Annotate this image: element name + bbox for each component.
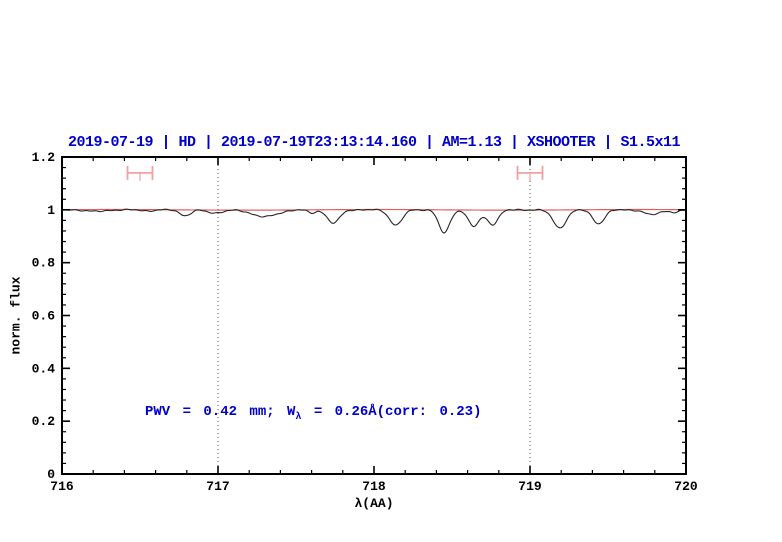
x-tick-label: 719 (518, 479, 542, 494)
y-tick-label: 0.6 (32, 309, 56, 324)
plot-title: 2019-07-19 | HD | 2019-07-19T23:13:14.16… (67, 134, 681, 151)
x-axis-label: λ(AA) (354, 496, 394, 511)
y-tick-label: 0.2 (32, 414, 56, 429)
y-tick-label: 1.2 (32, 150, 56, 165)
dotted-guide-lines (217, 157, 531, 474)
plot-border (61, 156, 687, 475)
pwv-annotation-subscript: λ (295, 411, 302, 423)
x-tick-label: 720 (674, 479, 698, 494)
x-tick-label: 718 (362, 479, 386, 494)
y-axis-label: norm. flux (8, 276, 24, 355)
pwv-annotation-prefix: PWV = 0.42 mm; W (145, 404, 296, 420)
y-tick-label: 0.8 (32, 256, 56, 271)
y-tick-label: 1 (47, 203, 55, 218)
pwv-annotation: PWV = 0.42 mm; Wλ = 0.26Å(corr: 0.23) (145, 404, 481, 423)
y-tick-label: 0.4 (32, 361, 56, 376)
axis-ticks: 716 717 718 719 720 0 0.2 0.4 0.6 0.8 1 1.2 (32, 150, 698, 494)
spectrum-line (61, 208, 687, 234)
x-tick-label: 716 (50, 479, 74, 494)
y-tick-label: 0 (47, 467, 55, 482)
region-markers (126, 165, 544, 181)
x-tick-label: 717 (206, 479, 229, 494)
pwv-annotation-suffix: = 0.26Å(corr: 0.23) (301, 404, 482, 420)
